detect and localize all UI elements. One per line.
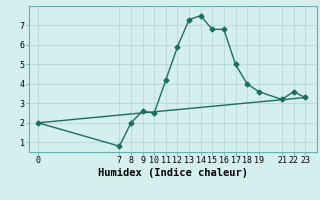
X-axis label: Humidex (Indice chaleur): Humidex (Indice chaleur): [98, 168, 248, 178]
